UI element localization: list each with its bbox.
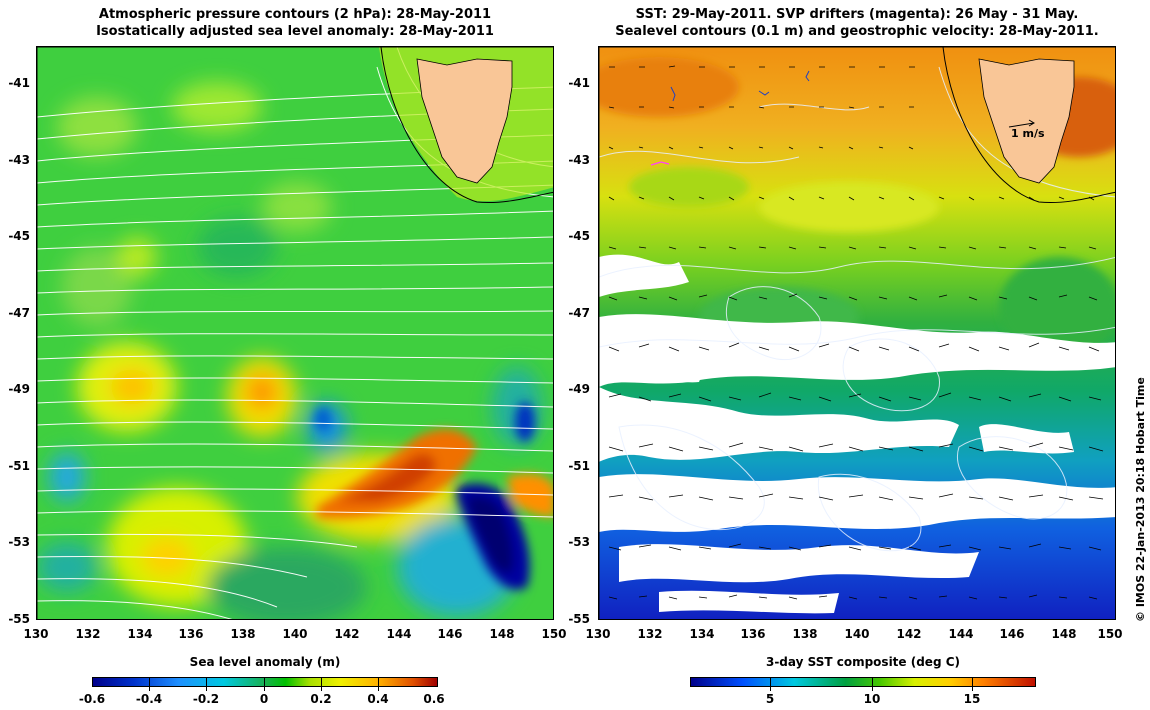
left-cbar-tick-2: -0.2 [192,692,220,706]
right-x-tick-132: 132 [637,627,663,641]
right-cbar-tick-15: 15 [963,692,981,706]
left-x-tick-146: 146 [437,627,463,641]
right-x-tick-150: 150 [1097,627,1123,641]
left-y-tick-51: -51 [8,459,30,473]
right-y-tick-49: -49 [568,382,590,396]
right-cbar-tick-10: 10 [863,692,881,706]
right-panel-title: SST: 29-May-2011. SVP drifters (magenta)… [598,6,1116,40]
imos-credit: © IMOS 22-Jan-2013 20:18 Hobart Time [1134,377,1147,622]
sea-level-anomaly-map [36,46,554,620]
left-cbar-tick-6: 0.6 [423,692,445,706]
right-x-tick-134: 134 [689,627,715,641]
left-y-tick-45: -45 [8,229,30,243]
left-x-tick-148: 148 [489,627,515,641]
left-y-tick-55: -55 [8,612,30,626]
left-y-tick-53: -53 [8,535,30,549]
right-y-tick-47: -47 [568,306,590,320]
right-x-tick-130: 130 [585,627,611,641]
left-cbar-tick-4: 0.2 [310,692,332,706]
left-colorbar-label: Sea level anomaly (m) [189,655,341,669]
sst-map: 1 m/s [598,46,1116,620]
left-panel-title: Atmospheric pressure contours (2 hPa): 2… [36,6,554,40]
right-x-tick-146: 146 [999,627,1025,641]
left-x-tick-142: 142 [334,627,360,641]
velocity-scale-arrow [1008,119,1035,128]
right-y-tick-43: -43 [568,153,590,167]
right-y-tick-51: -51 [568,459,590,473]
right-x-tick-148: 148 [1051,627,1077,641]
right-colorbar-label: 3-day SST composite (deg C) [765,655,961,669]
right-title-line2: Sealevel contours (0.1 m) and geostrophi… [615,24,1099,39]
right-x-tick-138: 138 [792,627,818,641]
right-y-tick-53: -53 [568,535,590,549]
left-x-tick-144: 144 [386,627,412,641]
right-x-tick-142: 142 [896,627,922,641]
sea-level-colorbar [92,677,438,687]
sealevel-contours [599,66,1115,552]
left-x-tick-132: 132 [75,627,101,641]
left-y-tick-49: -49 [8,382,30,396]
right-x-tick-136: 136 [740,627,766,641]
left-x-tick-138: 138 [230,627,256,641]
sst-plot [599,47,1115,619]
left-x-tick-136: 136 [178,627,204,641]
left-cbar-tick-0: -0.6 [78,692,106,706]
right-x-tick-144: 144 [948,627,974,641]
right-cbar-tick-5: 5 [765,692,775,706]
left-x-tick-150: 150 [541,627,567,641]
left-x-tick-134: 134 [127,627,153,641]
left-title-line2: Isostatically adjusted sea level anomaly… [96,24,494,39]
geostrophic-velocity-vectors [608,65,1104,600]
tasmania-landmass [942,47,1115,204]
sst-colorbar [690,677,1036,687]
tasmania-landmass [379,47,553,204]
left-cbar-tick-5: 0.4 [367,692,389,706]
left-y-tick-41: -41 [8,76,30,90]
left-x-tick-130: 130 [23,627,49,641]
right-title-line1: SST: 29-May-2011. SVP drifters (magenta)… [635,7,1079,22]
right-y-tick-45: -45 [568,229,590,243]
left-title-line1: Atmospheric pressure contours (2 hPa): 2… [98,7,492,22]
velocity-scale-label: 1 m/s [1011,127,1045,140]
right-y-tick-41: -41 [568,76,590,90]
left-cbar-tick-1: -0.4 [135,692,163,706]
right-y-tick-55: -55 [568,612,590,626]
left-cbar-tick-3: 0 [259,692,269,706]
right-x-tick-140: 140 [844,627,870,641]
left-x-tick-140: 140 [282,627,308,641]
sea-level-anomaly-plot [37,47,553,619]
left-y-tick-47: -47 [8,306,30,320]
left-y-tick-43: -43 [8,153,30,167]
svp-drifter-tracks [650,161,670,166]
